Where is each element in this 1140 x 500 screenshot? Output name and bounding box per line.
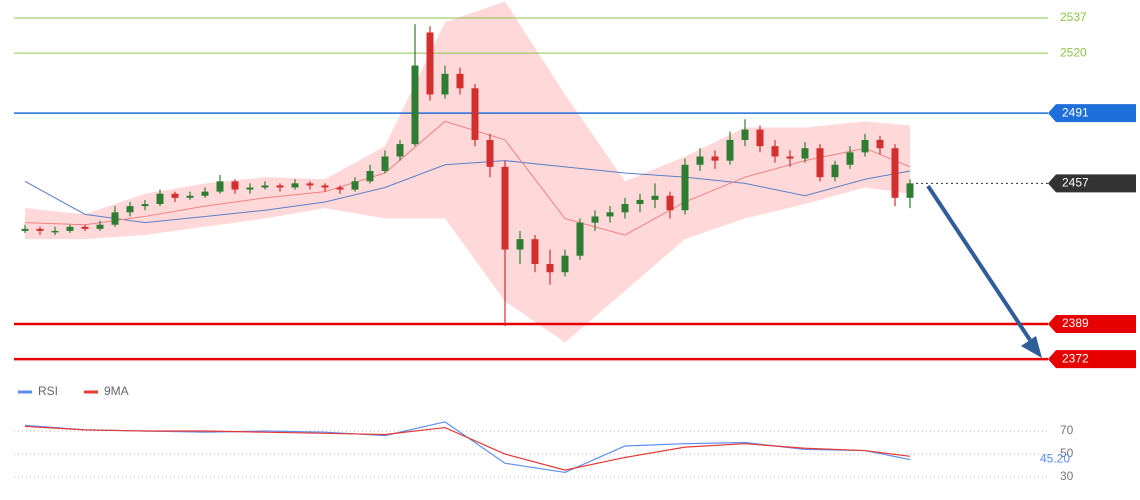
candle-body (516, 239, 524, 250)
candle-body (81, 226, 89, 229)
candle-body (231, 181, 239, 190)
candle-body (696, 156, 704, 165)
candle-body (51, 230, 59, 233)
candle-body (801, 148, 809, 159)
level-label-box (1048, 314, 1136, 333)
candle-body (411, 65, 419, 145)
candle-body (246, 187, 254, 190)
candle-body (711, 156, 719, 161)
candle-body (321, 185, 329, 188)
candle-body (546, 263, 554, 273)
candle-body (426, 32, 434, 95)
candles-layer (21, 24, 914, 327)
candle-body (471, 88, 479, 140)
moving-average (24, 160, 911, 224)
rsi-tick-label: 50 (1060, 446, 1074, 460)
level-label-box (1048, 104, 1136, 123)
level-label: 2491 (1062, 105, 1089, 119)
rsi-tick-label: 70 (1060, 423, 1074, 437)
candle-body (561, 255, 569, 273)
candle-body (651, 195, 659, 200)
candle-body (786, 156, 794, 159)
candle-body (891, 148, 899, 198)
arrow-head (1021, 336, 1042, 358)
band-layer (25, 1, 910, 343)
level-label: 2457 (1062, 176, 1089, 190)
candle-body (456, 73, 464, 89)
rsi-tick-label: 30 (1060, 469, 1074, 483)
legend-label: RSI (38, 384, 58, 398)
candle-body (816, 148, 824, 178)
candle-body (396, 144, 404, 157)
candle-body (126, 206, 134, 213)
level-label: 2520 (1060, 45, 1087, 59)
level-label: 2372 (1062, 351, 1089, 365)
candle-body (336, 187, 344, 190)
candle-body (831, 164, 839, 178)
candle-body (861, 139, 869, 153)
candle-body (906, 183, 914, 198)
candle-body (96, 224, 104, 229)
rsi-layer: 70 50 30 RSI 9MA 45.20 (14, 384, 1074, 483)
level-label: 2537 (1060, 10, 1087, 24)
candle-body (261, 185, 269, 188)
labels-layer: 2537 2520 2491 2457 2389 2372 (1048, 10, 1136, 369)
candle-body (486, 139, 494, 167)
candle-body (141, 204, 149, 207)
candle-body (591, 216, 599, 223)
candle-body (681, 164, 689, 211)
candle-body (156, 193, 164, 205)
candle-body (171, 193, 179, 198)
legend-label: 9MA (104, 384, 129, 398)
candle-body (606, 212, 614, 217)
levels-layer (14, 17, 1048, 361)
rsi-line (24, 425, 911, 471)
candle-body (306, 183, 314, 186)
bollinger-band (25, 1, 910, 343)
candle-body (216, 181, 224, 192)
candle-body (846, 152, 854, 165)
candle-body (876, 139, 884, 149)
level-label-box (1048, 350, 1136, 369)
candle-body (21, 228, 29, 231)
candle-body (366, 170, 374, 182)
candle-body (501, 166, 509, 250)
candle-body (576, 222, 584, 256)
level-label: 2389 (1062, 316, 1089, 330)
candle-body (531, 239, 539, 264)
candle-body (111, 212, 119, 225)
level-label-box (1048, 174, 1136, 193)
candle-body (741, 129, 749, 140)
candle-body (66, 226, 74, 231)
candle-body (351, 181, 359, 190)
candle-body (756, 129, 764, 147)
candle-body (636, 199, 644, 205)
candle-body (186, 195, 194, 198)
candle-body (621, 204, 629, 213)
candle-body (291, 183, 299, 188)
candle-body (276, 185, 284, 188)
candle-body (441, 73, 449, 95)
candle-body (36, 228, 44, 231)
rsi-value-label: 45.20 (1040, 452, 1070, 466)
forecast-arrow (926, 184, 1042, 358)
arrow-shaft (926, 184, 1032, 342)
candle-body (666, 195, 674, 211)
candle-body (771, 146, 779, 157)
candle-body (381, 156, 389, 171)
candle-body (726, 139, 734, 161)
candle-body (201, 191, 209, 196)
